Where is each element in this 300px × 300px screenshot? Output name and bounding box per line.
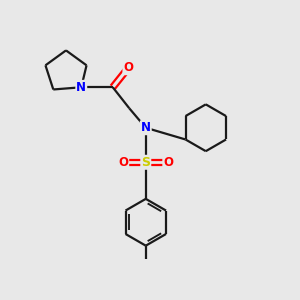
Text: O: O [123, 61, 134, 74]
Text: S: S [141, 156, 150, 169]
Text: N: N [76, 81, 86, 94]
Text: N: N [141, 121, 151, 134]
Text: O: O [163, 156, 173, 169]
Text: O: O [118, 156, 128, 169]
